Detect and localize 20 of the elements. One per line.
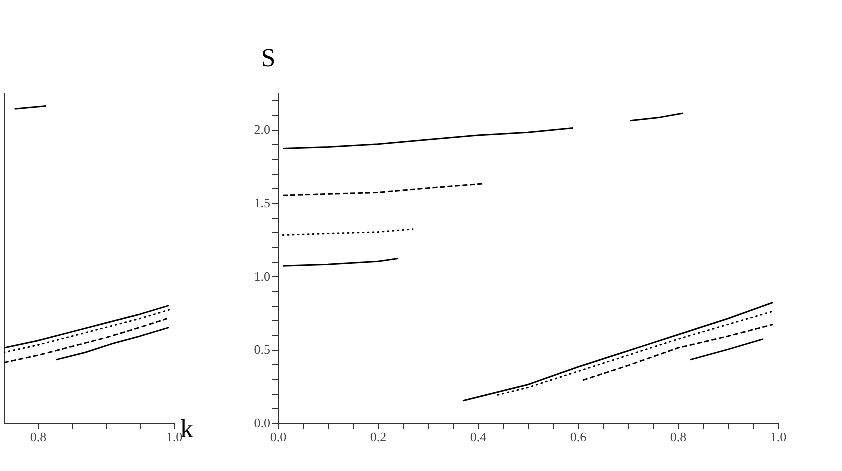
x-tick-label: 0.2	[370, 430, 387, 444]
y-tick-label: 1.5	[254, 196, 270, 210]
y-tick-label: 2.0	[254, 122, 270, 138]
x-tick-label: 0.6	[570, 430, 588, 444]
line-series	[582, 324, 774, 382]
y-tick-label: 0.0	[254, 416, 270, 430]
x-tick-label: 1.0	[166, 430, 183, 444]
x-tick-label: 0.8	[30, 430, 47, 444]
y-axis-title: S	[261, 44, 276, 72]
x-tick-label: 0.0	[270, 430, 287, 444]
x-tick-label: 1.0	[770, 430, 787, 444]
line-series	[282, 127, 574, 150]
line-series	[282, 258, 399, 267]
y-tick-label: 0.5	[254, 342, 270, 358]
line-series	[282, 183, 484, 196]
x-tick-label: 0.8	[670, 430, 687, 444]
x-axis-title: k	[180, 414, 194, 444]
x-tick-label: 0.4	[470, 430, 488, 444]
line-series	[462, 302, 774, 402]
y-tick-label: 1.0	[254, 268, 270, 284]
